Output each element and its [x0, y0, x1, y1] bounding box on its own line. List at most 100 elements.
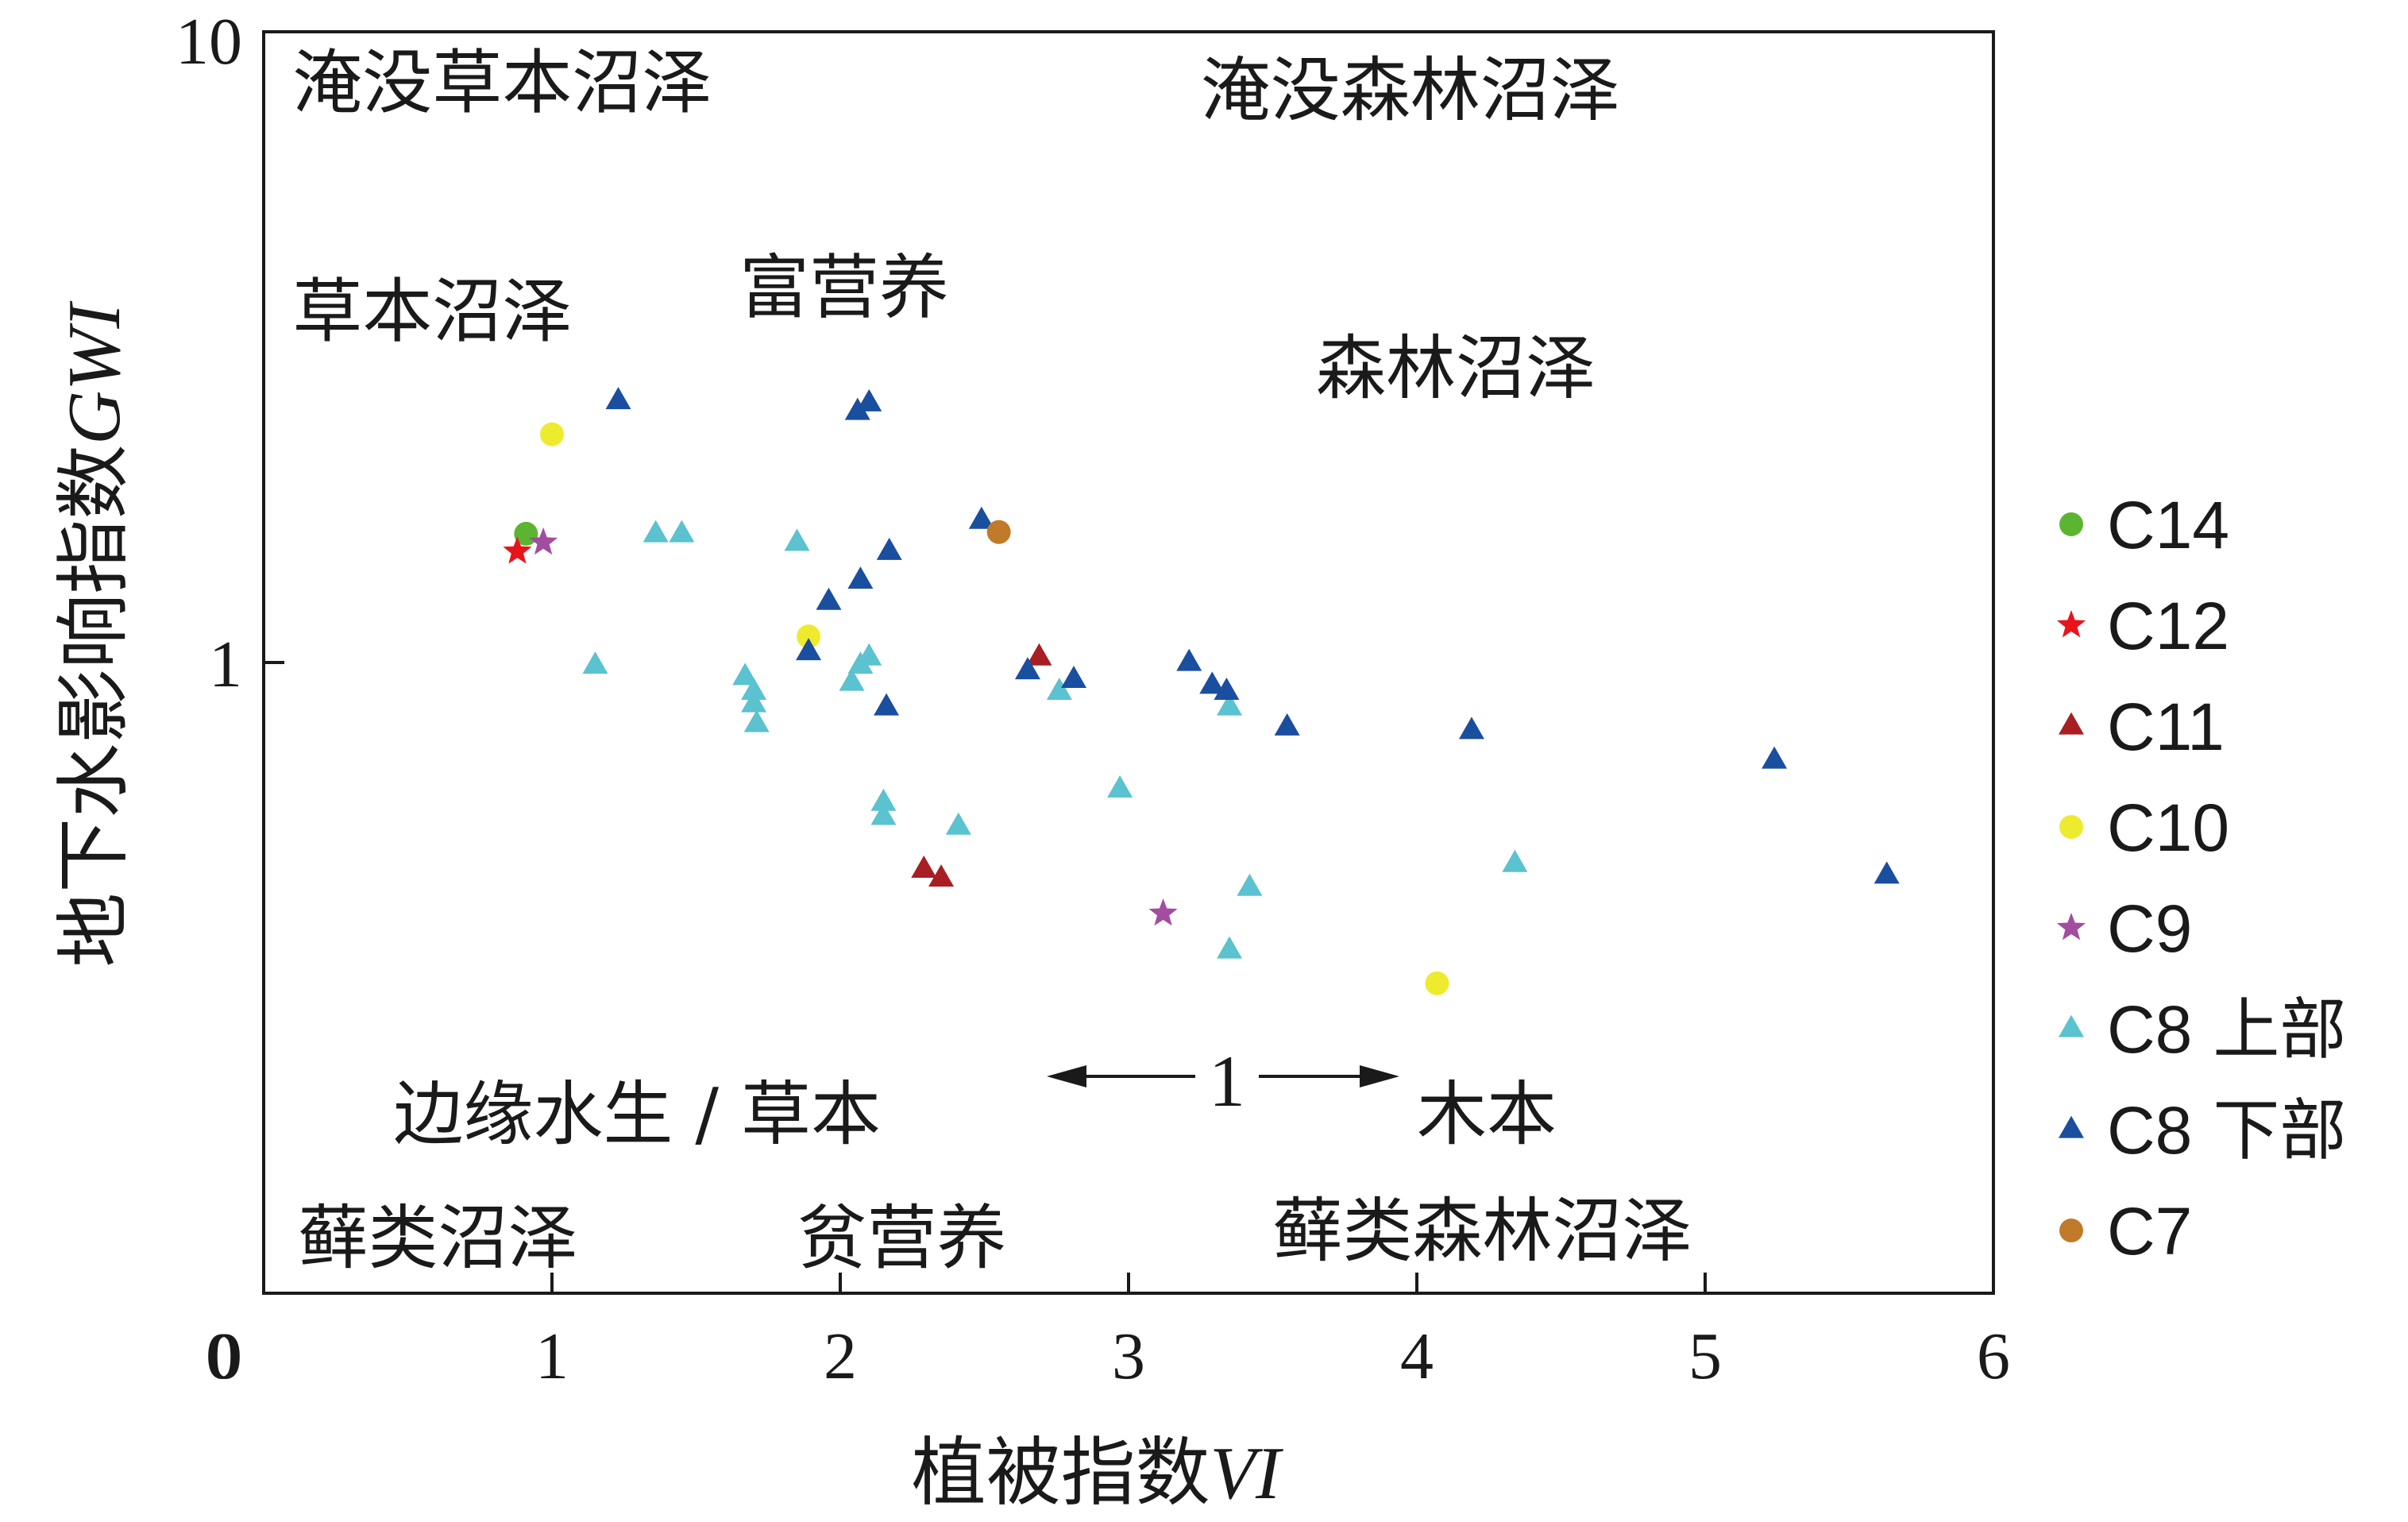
- x-axis: 0 1 2 3 4 5 6: [206, 1273, 2010, 1393]
- data-point: [986, 520, 1011, 544]
- series-C7: [986, 520, 1011, 544]
- legend-label: C12: [2107, 589, 2229, 663]
- data-point: [1176, 648, 1202, 671]
- legend-label: C9: [2107, 891, 2192, 966]
- data-point: [816, 587, 842, 610]
- data-point: [1217, 936, 1243, 959]
- legend-marker: [2056, 913, 2086, 941]
- region-label: 森林沼泽: [1316, 327, 1596, 409]
- data-point: [1458, 717, 1484, 740]
- x-tick-label: 1: [535, 1319, 569, 1393]
- data-point: [1148, 898, 1178, 926]
- legend-item: C8 上部: [2059, 991, 2346, 1068]
- legend-item: C8 下部: [2059, 1091, 2346, 1169]
- data-point: [529, 527, 558, 555]
- region-label: 藓类沼泽: [299, 1197, 578, 1279]
- legend: C14 C12 C11 C10 C9 C8 上部 C8 下部 C7: [2056, 488, 2346, 1269]
- data-point: [844, 397, 870, 420]
- data-point: [796, 638, 822, 661]
- region-label: 富营养: [739, 246, 949, 328]
- data-point: [847, 566, 874, 589]
- data-point: [1107, 775, 1133, 798]
- data-point: [669, 520, 695, 543]
- x-axis-title-text: 植被指数: [912, 1430, 1210, 1516]
- region-label: 边缘水生 / 草本: [393, 1073, 881, 1155]
- legend-marker: [2059, 1115, 2084, 1138]
- data-point: [743, 709, 770, 732]
- data-point: [870, 802, 897, 825]
- legend-marker: [2059, 512, 2083, 536]
- data-point: [1061, 665, 1087, 688]
- data-point: [928, 864, 955, 887]
- legend-marker: [2059, 712, 2084, 735]
- region-label: 淹没森林沼泽: [1201, 49, 1620, 131]
- y-axis-title-var: GWI: [53, 301, 136, 445]
- x-tick-label: 0: [206, 1319, 239, 1393]
- x-tick-label: 2: [824, 1319, 857, 1393]
- data-point: [732, 662, 758, 686]
- data-point: [540, 422, 564, 446]
- data-point: [911, 855, 937, 878]
- legend-label: C8 下部: [2107, 1091, 2346, 1169]
- x-axis-title: 植被指数VI: [912, 1430, 1283, 1516]
- x-tick-label: 3: [1112, 1319, 1145, 1393]
- x-tick-label: 5: [1688, 1319, 1722, 1393]
- data-point: [605, 387, 631, 410]
- data-point: [876, 537, 902, 560]
- legend-item: C12: [2056, 589, 2229, 663]
- data-point: [1014, 657, 1040, 680]
- data-point: [1217, 693, 1243, 716]
- arrow-label: 1: [1209, 1041, 1245, 1122]
- x-tick-label: 4: [1400, 1319, 1434, 1393]
- region-label: 草本沼泽: [292, 270, 572, 352]
- data-point: [1214, 677, 1240, 700]
- series-C11: [911, 643, 1052, 887]
- legend-marker: [2056, 610, 2086, 638]
- data-point: [1046, 677, 1072, 700]
- region-label: 木本: [1417, 1073, 1557, 1155]
- legend-label: C8 上部: [2107, 991, 2346, 1068]
- legend-label: C11: [2107, 690, 2225, 764]
- data-point: [741, 690, 767, 713]
- data-point: [582, 651, 608, 674]
- legend-marker: [2059, 1014, 2084, 1037]
- data-point: [1762, 746, 1788, 769]
- legend-marker: [2059, 815, 2083, 839]
- data-point: [839, 668, 865, 691]
- series-C9: [529, 527, 1178, 926]
- data-point: [1502, 849, 1528, 872]
- legend-marker: [2059, 1219, 2083, 1242]
- data-point: [741, 677, 767, 700]
- data-point: [797, 624, 821, 649]
- region-label: 贫营养: [797, 1197, 1007, 1279]
- x-axis-title-var: VI: [1210, 1432, 1283, 1515]
- x-tick-label: 6: [1977, 1319, 2010, 1393]
- legend-label: C10: [2107, 790, 2229, 865]
- region-label: 淹没草本沼泽: [292, 42, 712, 124]
- legend-item: C11: [2059, 690, 2225, 764]
- data-point: [847, 651, 874, 674]
- data-point: [1425, 971, 1449, 995]
- legend-item: C9: [2056, 891, 2192, 966]
- vegetation-arrow: 1: [1047, 1041, 1399, 1122]
- legend-label: C14: [2107, 488, 2229, 562]
- data-point: [874, 693, 900, 716]
- legend-item: C14: [2059, 488, 2229, 562]
- legend-item: C10: [2059, 790, 2229, 865]
- legend-item: C7: [2059, 1194, 2192, 1269]
- data-point: [503, 536, 532, 564]
- data-point: [643, 520, 669, 543]
- data-point: [870, 788, 897, 811]
- y-axis-title-text: 地下水影响指数: [51, 445, 137, 968]
- y-tick-label: 0: [209, 1319, 242, 1393]
- data-point: [945, 812, 971, 835]
- legend-label: C7: [2107, 1194, 2192, 1269]
- series-C8-下部: [605, 387, 1900, 884]
- data-point: [1237, 873, 1263, 896]
- y-tick-label: 10: [176, 5, 242, 79]
- data-point: [1199, 671, 1225, 694]
- data-point: [856, 388, 882, 411]
- data-point: [1274, 713, 1300, 736]
